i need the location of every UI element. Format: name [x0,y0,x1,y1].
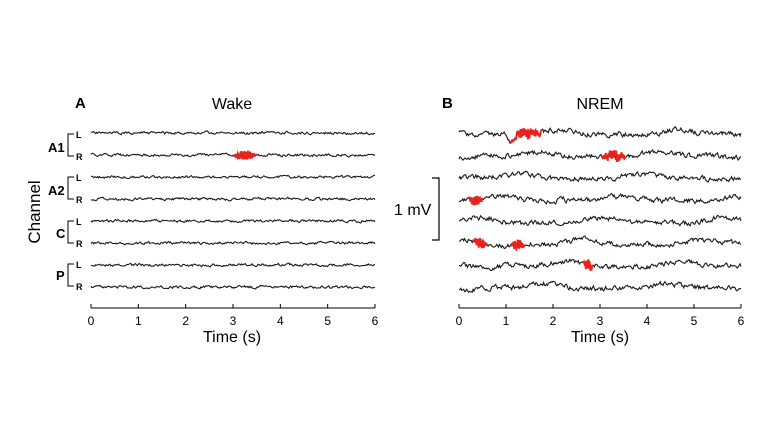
panel-letter-a: A [75,95,86,112]
spindle-highlight [472,237,488,249]
eeg-trace-0 [90,130,376,136]
y-axis-label: Channel [25,180,44,243]
side-label-r: R [76,195,83,205]
x-tick-label: 5 [324,314,331,328]
x-axis-label-wake: Time (s) [203,329,261,346]
channel-bracket [67,263,74,287]
side-label-r: R [76,152,83,162]
channel-bracket [67,133,74,157]
channel-group-label: A1 [48,140,65,155]
spindle-highlight [582,259,594,271]
channel-group-a2: A2 L R [48,173,83,205]
side-label-l: L [76,260,82,270]
eeg-trace-5 [458,235,742,249]
eeg-trace-0 [458,125,742,144]
channel-group-a1: A1 L R [48,130,83,162]
scale-bar-label: 1 mV [394,202,432,219]
spindle-highlight [601,149,627,162]
eeg-trace-7 [458,280,742,294]
eeg-trace-7 [90,284,376,290]
spindle-highlight [467,195,484,206]
panel-letter-b: B [442,95,453,112]
traces-wake [90,130,376,290]
x-axis-label-nrem: Time (s) [571,329,629,346]
x-tick-label: 0 [88,314,95,328]
channel-group-label: C [56,226,66,241]
x-tick-label: 3 [230,314,237,328]
x-tick-label: 5 [691,314,698,328]
x-tick-label: 3 [597,314,604,328]
eeg-trace-2 [458,170,742,184]
side-label-r: R [76,282,83,292]
eeg-trace-4 [458,214,742,227]
eeg-trace-6 [90,262,375,268]
side-label-r: R [76,239,83,249]
x-tick-label: 6 [738,314,745,328]
eeg-trace-5 [90,240,376,246]
scale-bar: 1 mV [394,177,440,241]
eeg-trace-3 [90,196,376,202]
eeg-trace-3 [458,192,742,205]
x-tick-label: 2 [182,314,189,328]
x-ticks-wake: 0 1 2 3 4 5 6 [88,304,379,328]
x-tick-label: 2 [550,314,557,328]
panel-wake: A Wake 0 1 2 3 4 5 6 Time (s) A1 L R A2 L R C … [48,95,379,346]
x-tick-label: 1 [135,314,142,328]
x-tick-label: 6 [372,314,379,328]
channel-group-p: P L R [56,260,83,292]
eeg-trace-6 [458,258,742,272]
spindle-highlight [509,127,543,144]
scale-bar-bracket [432,177,440,241]
side-label-l: L [76,217,82,227]
channel-bracket [67,176,74,200]
side-label-l: L [76,130,82,140]
x-tick-label: 4 [644,314,651,328]
channel-bracket [67,220,74,244]
x-tick-label: 4 [277,314,284,328]
spindle-highlight [509,239,526,251]
x-tick-label: 1 [503,314,510,328]
eeg-trace-4 [90,218,376,224]
eeg-trace-1 [90,152,376,158]
side-label-l: L [76,173,82,183]
channel-group-label: A2 [48,183,65,198]
channel-group-label: P [56,268,65,283]
channel-labels: A1 L R A2 L R C L R P L R [48,130,83,292]
eeg-trace-2 [90,174,376,180]
panel-title-wake: Wake [212,96,252,113]
eeg-trace-1 [458,149,742,161]
panel-title-nrem: NREM [576,96,623,113]
channel-group-c: C L R [56,217,83,249]
x-ticks-nrem: 0 1 2 3 4 5 6 [456,304,745,328]
traces-nrem [458,125,742,294]
panel-nrem: B NREM 0 1 2 3 4 5 6 Time (s) [442,95,745,346]
spindle-highlight [232,149,258,161]
x-tick-label: 0 [456,314,463,328]
